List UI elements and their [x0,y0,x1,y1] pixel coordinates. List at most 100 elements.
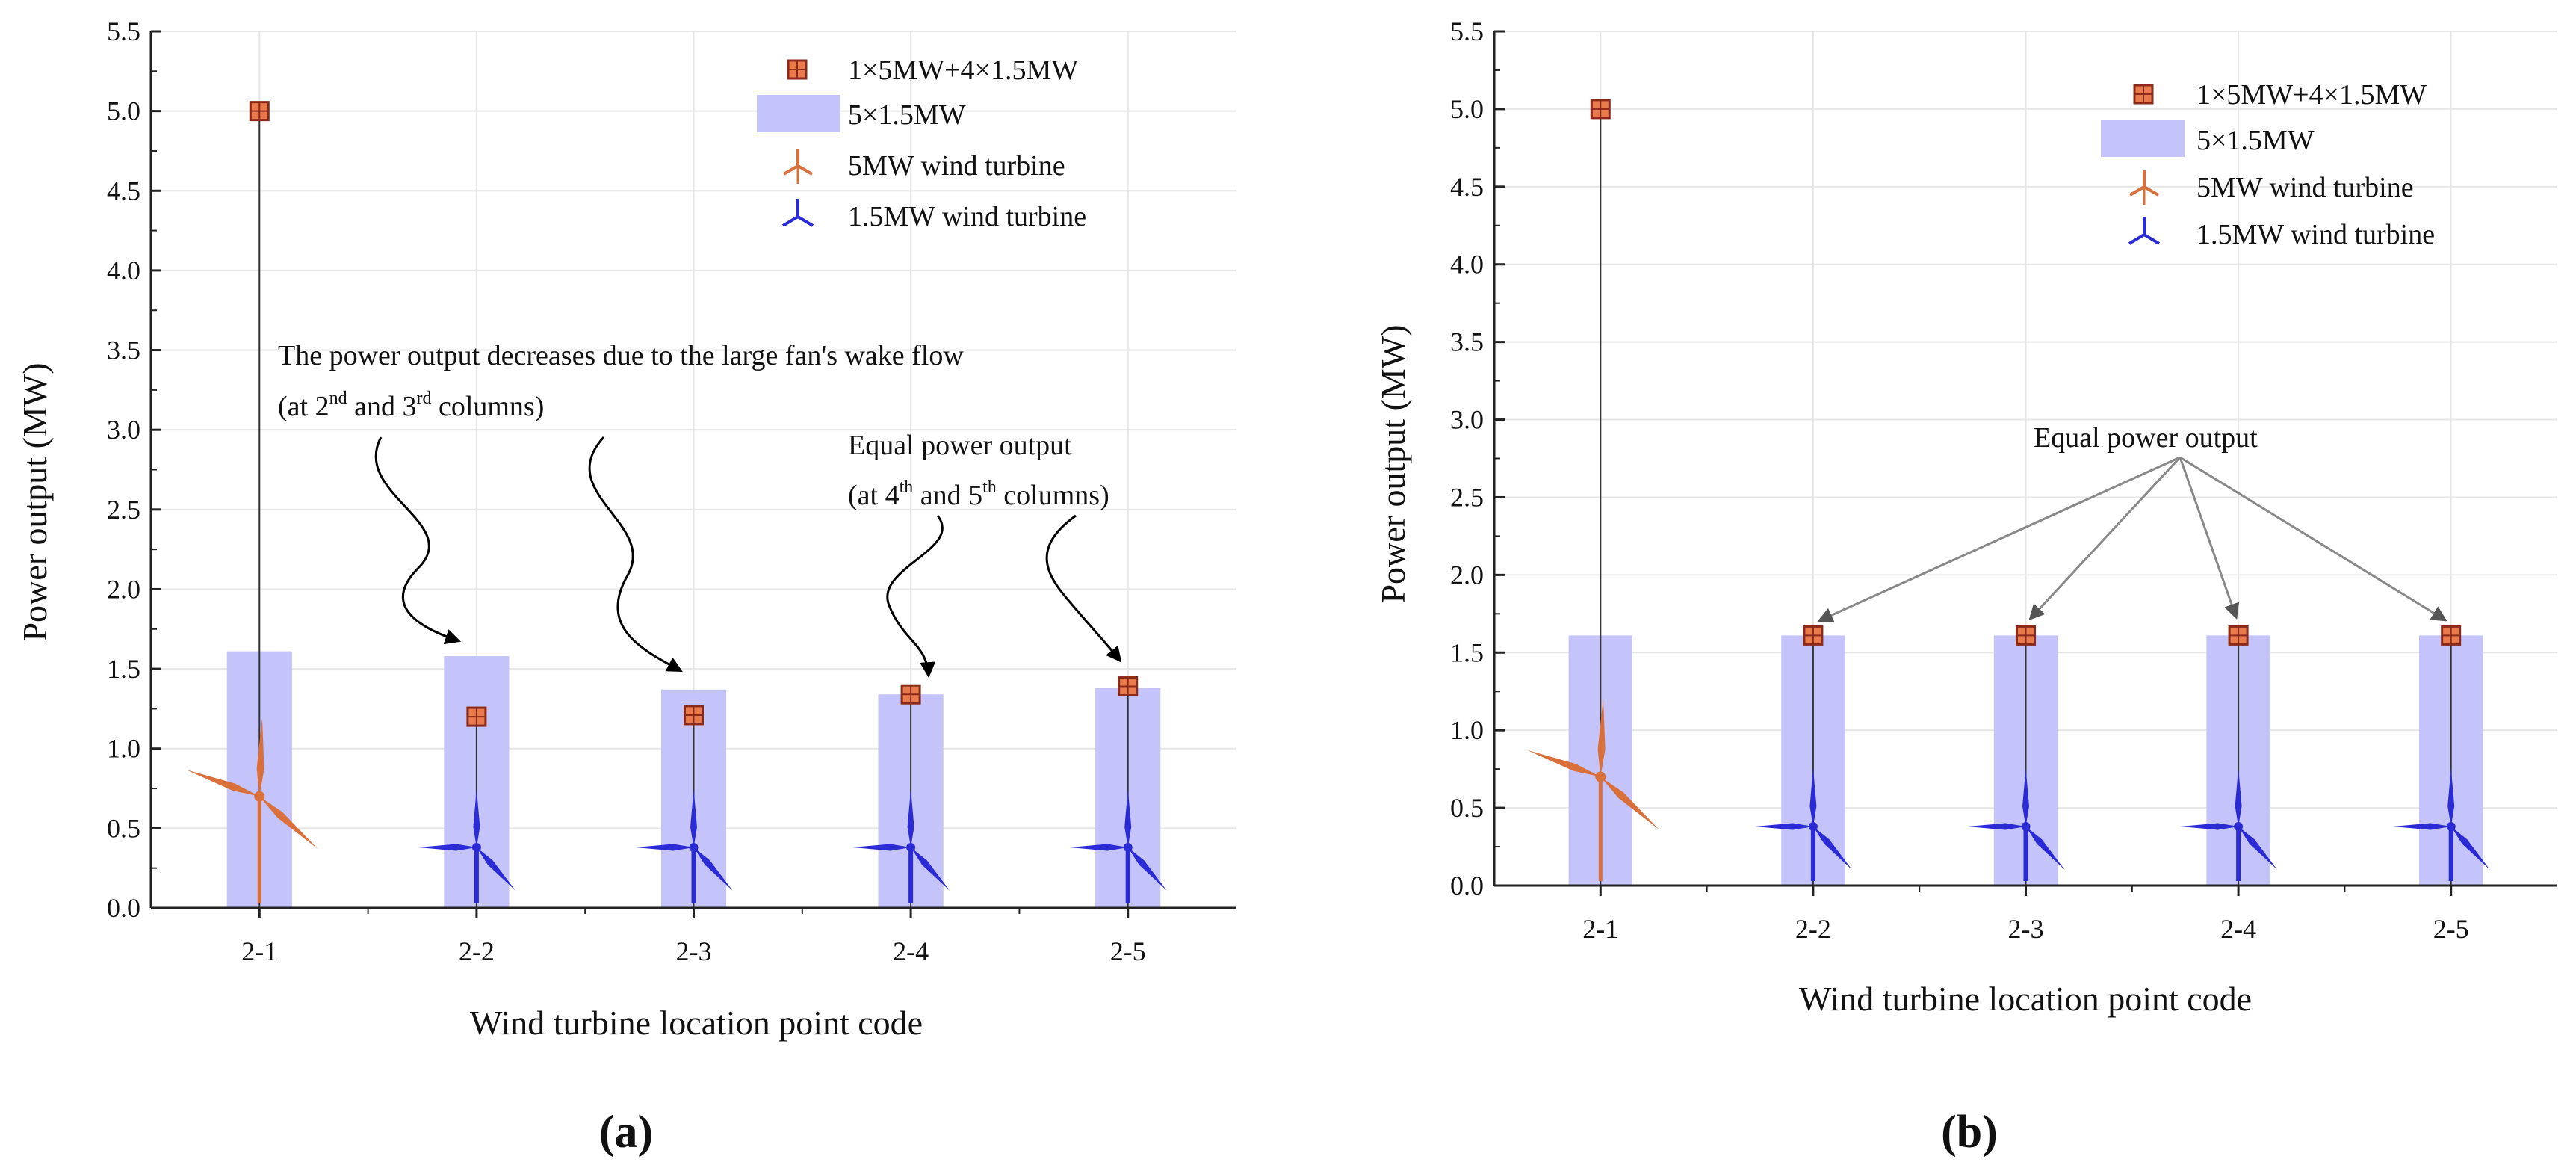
xtick-label: 2-5 [1110,936,1146,966]
ytick-label: 5.0 [107,96,140,126]
equal-arrows-b [1817,456,2447,622]
legend-b-label-1: 5×1.5MW [2196,125,2315,156]
turbine-5mw-icon [1526,698,1659,881]
turbine-15mw-icon [1754,768,1853,881]
turbine-5mw-icon [185,717,318,903]
axes-b: 0.0 0.5 1.0 1.5 2.0 2.5 3.0 3.5 4.0 4.5 5.0 5.5 2-1 2… [1450,16,2557,944]
marker-2-5 [2441,625,2462,646]
turbine-15mw-icon [2180,768,2278,881]
xtick-label: 2-1 [241,936,277,966]
ytick-label: 4.5 [107,176,140,206]
ytick-label: 3.5 [1450,327,1484,357]
ytick-label: 4.0 [1450,250,1484,279]
wake-annotation-line1: The power output decreases due to the la… [278,340,964,371]
chart-b: 0.0 0.5 1.0 1.5 2.0 2.5 3.0 3.5 4.0 4.5 5.0 5.5 2-1 2… [1374,16,2557,1158]
marker-2-5 [1118,676,1139,697]
ytick-label: 0.5 [1450,793,1484,823]
ytick-label: 1.5 [1450,637,1484,667]
xtick-label: 2-4 [2220,914,2256,944]
equal-arrow-2-3 [2028,456,2182,621]
ytick-label: 2.0 [1450,560,1484,590]
xtick-label: 2-5 [2433,914,2469,944]
axes-a: 0.0 0.5 1.0 1.5 2.0 2.5 3.0 3.5 4.0 4.5 5.0 5.5 2-1 2… [107,16,1236,966]
panel-label-a: (a) [599,1107,653,1158]
ytick-label: 3.0 [1450,405,1484,435]
marker-2-2 [1803,625,1824,646]
legend-a-15mw-icon [781,199,814,227]
legend-b-5mw-icon [2128,170,2160,205]
chart-a: 0.0 0.5 1.0 1.5 2.0 2.5 3.0 3.5 4.0 4.5 5.0 5.5 2-1 2… [16,16,1236,1158]
marker-2-1 [249,101,270,122]
legend-a-5mw-icon [782,149,814,184]
ytick-label: 1.0 [1450,715,1484,745]
turbines-a [185,717,1167,903]
legend-a-label-0: 1×5MW+4×1.5MW [848,55,1078,86]
ytick-label: 0.0 [107,893,140,923]
marker-2-4 [900,684,921,705]
xtick-label: 2-2 [459,936,495,966]
ytick-label: 4.0 [107,256,140,285]
turbine-15mw-icon [418,788,516,903]
markers-b [1590,99,2462,646]
marker-2-3 [2016,625,2036,646]
equal-arrow-1 [886,515,944,679]
ytick-label: 2.0 [107,574,140,604]
turbine-15mw-icon [852,788,950,903]
legend-b-bar-swatch [2101,120,2185,157]
ytick-label: 5.0 [1450,94,1484,124]
ytick-label: 4.5 [1450,172,1484,202]
legend-b: 1×5MW+4×1.5MW 5×1.5MW 5MW wind turbine 1… [2101,79,2435,250]
ytick-label: 2.5 [1450,482,1484,512]
legend-b-marker-swatch [2133,84,2154,105]
equal-annotation-b: Equal power output [2034,422,2258,454]
ytick-label: 5.5 [1450,16,1484,46]
ytick-label: 0.0 [1450,871,1484,900]
legend-a-label-1: 5×1.5MW [848,99,966,131]
legend-a: 1×5MW+4×1.5MW 5×1.5MW 5MW wind turbine 1… [757,55,1086,232]
ytick-label: 3.5 [107,336,140,365]
xlabel-b: Wind turbine location point code [1799,980,2252,1018]
legend-b-label-2: 5MW wind turbine [2196,172,2414,203]
ytick-label: 1.5 [107,654,140,684]
legend-a-marker-swatch [787,59,808,80]
turbine-15mw-icon [635,788,733,903]
equal-arrow-2-4 [2179,457,2240,620]
markers-a [249,101,1139,727]
xtick-label: 2-4 [893,936,929,966]
ytick-label: 0.5 [107,813,140,843]
xtick-label: 2-2 [1795,914,1831,944]
xlabel-a: Wind turbine location point code [470,1004,923,1042]
equal-annotation-line1: Equal power output [848,430,1072,461]
legend-a-label-2: 5MW wind turbine [848,150,1065,182]
equal-annotation-line2: (at 4th and 5th columns) [848,478,1109,511]
legend-b-label-0: 1×5MW+4×1.5MW [2196,79,2427,111]
equal-arrow-2-2 [1817,456,2181,622]
ytick-label: 2.5 [107,495,140,525]
ytick-label: 5.5 [107,16,140,46]
wake-annotation-line2: (at 2nd and 3rd columns) [278,389,544,422]
legend-b-15mw-icon [2128,217,2161,245]
ytick-label: 1.0 [107,734,140,764]
wake-arrow-1 [374,436,461,645]
xtick-label: 2-3 [676,936,712,966]
turbines-b [1526,698,2490,881]
turbine-15mw-icon [1069,788,1167,903]
xtick-label: 2-3 [2008,914,2044,944]
legend-b-label-3: 1.5MW wind turbine [2196,219,2435,250]
ylabel-b: Power output (MW) [1374,324,1412,603]
marker-2-2 [466,706,487,727]
turbine-15mw-icon [1967,768,2065,881]
legend-a-bar-swatch [757,95,840,132]
wake-arrow-2 [588,436,683,673]
marker-2-4 [2228,625,2249,646]
panel-label-b: (b) [1941,1107,1998,1158]
marker-2-3 [684,705,704,726]
equal-arrow-2 [1045,514,1122,663]
xtick-label: 2-1 [1582,914,1618,944]
legend-a-label-3: 1.5MW wind turbine [848,201,1086,232]
equal-arrow-2-5 [2179,456,2447,622]
ylabel-a: Power output (MW) [16,362,54,641]
marker-2-1 [1590,99,1611,120]
ytick-label: 3.0 [107,415,140,445]
